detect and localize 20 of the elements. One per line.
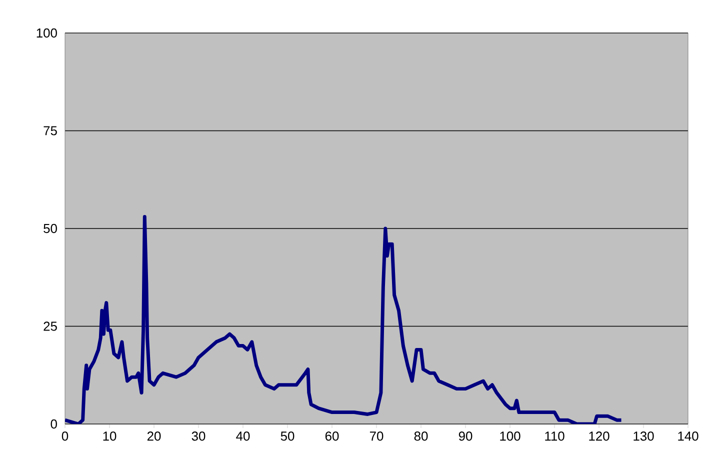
x-tick-label: 0 (62, 432, 68, 441)
x-tick-label: 100 (500, 432, 520, 441)
x-tick-label: 40 (236, 432, 250, 441)
y-tick-label: 25 (44, 322, 57, 331)
x-tick-label: 140 (678, 432, 698, 441)
x-tick-label: 50 (280, 432, 294, 441)
x-tick-label: 80 (414, 432, 428, 441)
x-tick-label: 110 (545, 432, 564, 441)
x-tick-label: 10 (103, 432, 116, 441)
y-tick-label: 0 (50, 419, 57, 429)
x-tick-label: 90 (458, 432, 472, 441)
y-tick-label: 50 (44, 224, 57, 234)
x-tick-label: 60 (325, 432, 339, 441)
x-tick-label: 20 (147, 432, 161, 441)
x-tick-label: 70 (370, 432, 384, 441)
x-tick-label: 130 (634, 432, 654, 441)
y-tick-label: 75 (44, 126, 57, 136)
x-tick-label: 120 (589, 432, 610, 441)
x-tick-label: 30 (192, 432, 206, 441)
y-tick-label: 100 (36, 28, 57, 38)
